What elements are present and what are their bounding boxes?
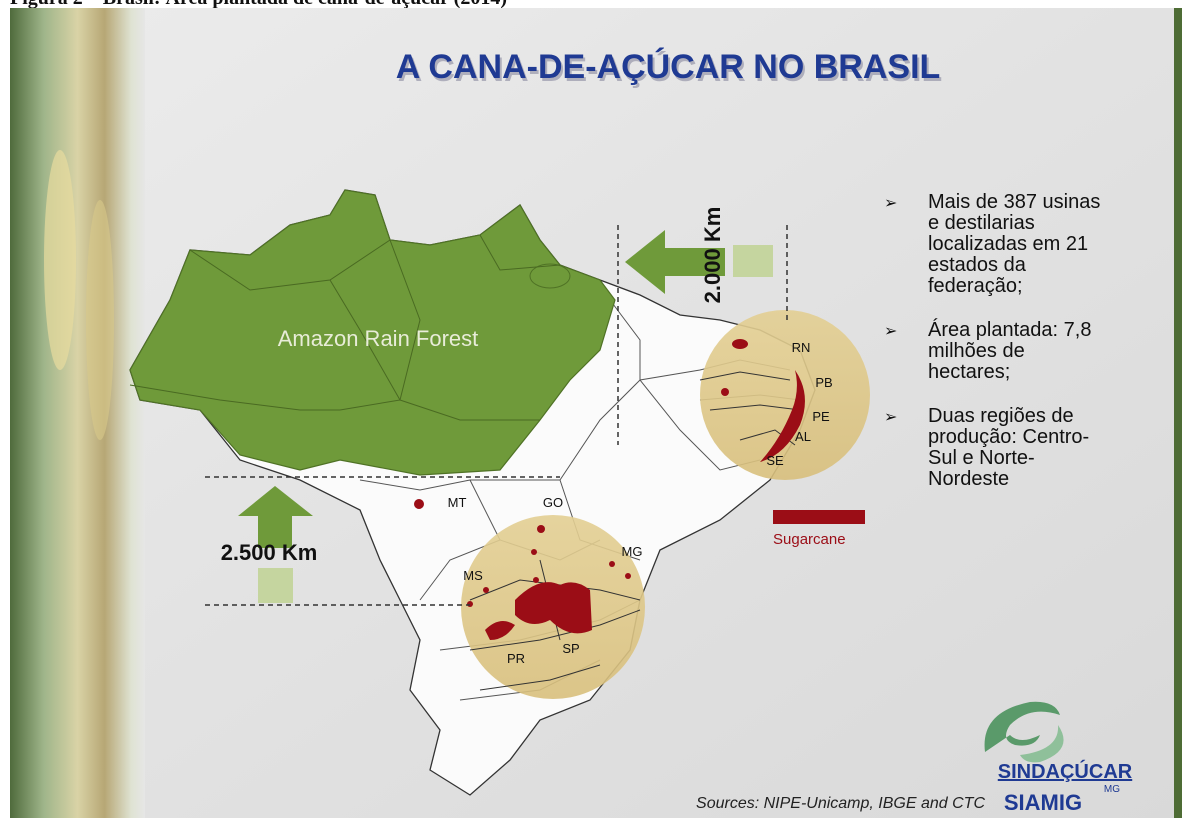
bullet-line: Sul e Norte- <box>928 448 1174 469</box>
state-label: SP <box>562 641 579 656</box>
distance-label: 2.000 Km <box>700 207 725 304</box>
legend-swatch <box>773 510 865 524</box>
sugarcane-area <box>625 573 631 579</box>
sugarcane-area <box>609 561 615 567</box>
state-label: MS <box>463 568 483 583</box>
bullet-line: milhões de <box>928 341 1174 362</box>
bullet-line: hectares; <box>928 362 1174 383</box>
bullet-line: estados da <box>928 255 1174 276</box>
state-label: MG <box>622 544 643 559</box>
sugarcane-area <box>721 388 729 396</box>
page-body: {"caption": "Figura 2 – Brasil: Área pla… <box>0 0 1192 818</box>
right-edge <box>1174 8 1182 818</box>
state-label: AL <box>795 429 811 444</box>
state-label: PE <box>812 409 830 424</box>
legend-label: Sugarcane <box>773 531 846 548</box>
cane-stalk <box>44 150 76 370</box>
region-label: Amazon Rain Forest <box>278 326 479 351</box>
caption: Figura 2 – Brasil: Área plantada de cana… <box>10 0 507 9</box>
sugarcane-area <box>414 499 424 509</box>
state-label: GO <box>543 495 563 510</box>
bullet-line: localizadas em 21 <box>928 234 1174 255</box>
logo-name: SINDAÇÚCAR <box>998 759 1133 783</box>
state-label: PR <box>507 651 525 666</box>
cane-decoration <box>10 8 145 818</box>
title: A CANA-DE-AÇÚCAR NO BRASIL <box>396 48 941 86</box>
state-label: SE <box>766 453 784 468</box>
state-label: PB <box>815 375 832 390</box>
marajo-island <box>530 264 570 288</box>
logo-state: MG <box>1104 784 1120 795</box>
distance-label: 2.500 Km <box>221 540 318 565</box>
arrow-tail <box>733 245 773 277</box>
bullet-line: Nordeste <box>928 469 1174 490</box>
bullet-line: Duas regiões de <box>928 406 1174 427</box>
bullet-line: Área plantada: 7,8 <box>928 320 1174 341</box>
sugarcane-area <box>531 549 537 555</box>
state-label: RN <box>792 340 811 355</box>
sugarcane-area <box>467 601 473 607</box>
sugarcane-area <box>537 525 545 533</box>
logo-sub: SIAMIG <box>1004 790 1082 815</box>
state-label: MT <box>448 495 467 510</box>
page: A Cana-de-Açúcar no Brasil html, body { … <box>0 0 1192 818</box>
sugarcane-area <box>533 577 539 583</box>
bullet-line: produção: Centro- <box>928 427 1174 448</box>
sources: Sources: NIPE-Unicamp, IBGE and CTC <box>696 795 985 812</box>
bullet-line: e destilarias <box>928 213 1174 234</box>
arrow-tail <box>258 568 293 603</box>
bullet-line: Mais de 387 usinas <box>928 192 1174 213</box>
cane-stalk <box>86 200 114 440</box>
sugarcane-area <box>483 587 489 593</box>
sugarcane-area <box>732 339 748 349</box>
bullet-line: federação; <box>928 276 1174 297</box>
